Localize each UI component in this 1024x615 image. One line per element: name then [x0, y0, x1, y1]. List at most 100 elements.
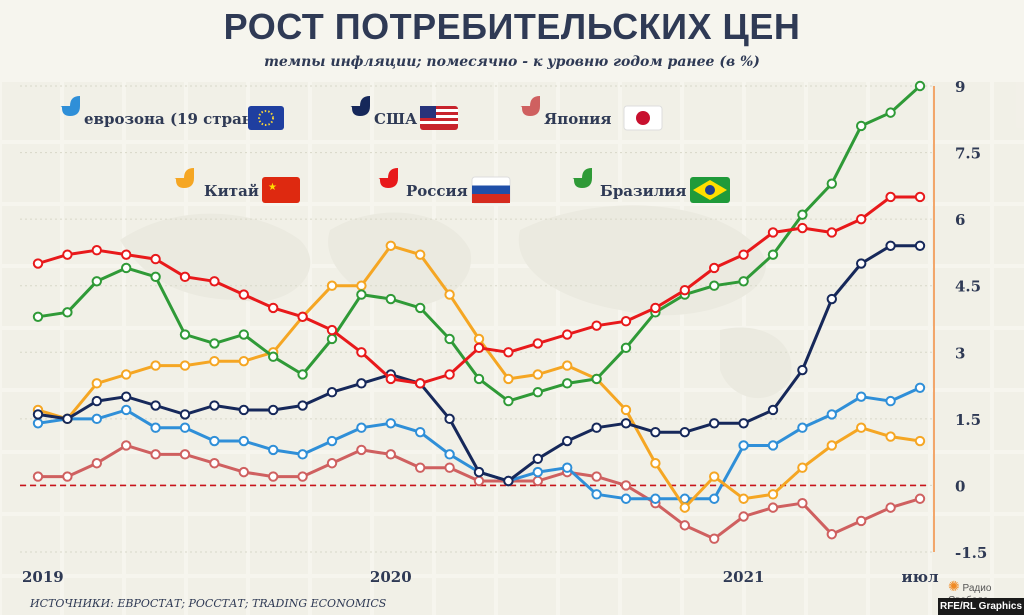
rferl-credit: RFE/RL Graphics — [938, 598, 1024, 615]
data-point — [709, 262, 720, 274]
legend-drop-icon-china — [174, 168, 194, 188]
data-point — [121, 391, 132, 402]
data-point — [297, 449, 308, 460]
data-point — [532, 475, 543, 487]
legend-drop-icon-eurozone — [60, 96, 80, 116]
data-point — [356, 289, 367, 300]
data-point — [326, 435, 338, 447]
data-point — [914, 240, 926, 251]
legend-item-usa: США — [350, 96, 458, 130]
y-tick-label: 4.5 — [955, 278, 981, 296]
data-point — [150, 271, 161, 283]
brazil-flag — [690, 177, 730, 203]
data-point — [179, 329, 191, 340]
data-point — [650, 302, 661, 314]
data-point — [826, 440, 837, 451]
data-point — [385, 240, 396, 251]
data-point — [62, 307, 73, 318]
y-tick-label: 6 — [955, 211, 965, 229]
data-point — [532, 466, 543, 478]
y-tick-label: 9 — [955, 78, 965, 96]
data-point — [415, 426, 426, 438]
data-point — [650, 426, 661, 438]
series-1 — [32, 240, 926, 487]
data-point — [767, 489, 779, 500]
data-point — [709, 418, 720, 429]
data-point — [268, 302, 279, 314]
data-point — [385, 449, 396, 460]
data-point — [856, 213, 867, 225]
data-point — [620, 480, 632, 491]
data-point — [562, 435, 573, 447]
data-point — [767, 227, 779, 238]
data-point — [767, 502, 779, 513]
data-point — [62, 413, 73, 425]
data-point — [91, 413, 103, 425]
data-point — [415, 302, 426, 314]
data-point — [209, 435, 220, 447]
legend-label-japan: Япония — [544, 110, 611, 128]
data-point — [444, 413, 455, 425]
legend-item-brazil: Бразилия — [572, 168, 730, 203]
x-tick-label: 2019 — [22, 568, 64, 586]
legend-label-brazil: Бразилия — [600, 182, 687, 200]
data-point — [415, 462, 426, 473]
data-point — [268, 404, 279, 416]
data-point — [473, 466, 485, 478]
y-tick-label: 3 — [955, 344, 965, 362]
data-point — [738, 418, 749, 429]
data-point — [121, 404, 132, 416]
data-point — [650, 458, 661, 469]
data-point — [32, 409, 44, 420]
data-point — [444, 369, 455, 380]
legend-drop-icon-russia — [378, 168, 398, 188]
data-point — [444, 449, 455, 460]
data-point — [268, 471, 279, 482]
data-point — [415, 249, 426, 260]
chart-subtitle: темпы инфляции; помесячно - к уровню год… — [264, 54, 760, 70]
data-point — [767, 404, 779, 416]
data-point — [326, 458, 338, 469]
data-point — [121, 369, 132, 380]
data-point — [62, 471, 73, 482]
data-point — [444, 289, 455, 300]
data-point — [179, 360, 191, 371]
x-tick-label: 2020 — [370, 568, 412, 586]
data-point — [356, 422, 367, 433]
data-point — [238, 289, 250, 300]
data-point — [503, 347, 514, 358]
data-point — [121, 440, 132, 451]
data-point — [591, 489, 602, 500]
x-axis-labels: 2019 2020 2021 июл — [22, 568, 939, 586]
data-point — [562, 378, 573, 389]
data-point — [738, 511, 749, 522]
russia-flag — [471, 176, 511, 204]
data-point — [826, 529, 837, 540]
x-tick-label: 2021 — [723, 568, 765, 586]
legend-item-china: Китай ★ — [174, 168, 300, 203]
data-point — [415, 378, 426, 389]
chart-title: РОСТ ПОТРЕБИТЕЛЬСКИХ ЦЕН — [223, 6, 801, 47]
data-point — [297, 400, 308, 411]
data-point — [914, 493, 926, 504]
legend-label-usa: США — [374, 110, 418, 128]
data-point — [473, 342, 485, 354]
data-point — [797, 462, 808, 473]
world-map-background — [2, 82, 1024, 615]
data-point — [532, 369, 543, 380]
legend: еврозона (19 стран) США Япония — [60, 96, 730, 204]
legend-label-china: Китай — [204, 182, 259, 200]
data-point — [738, 493, 749, 504]
svg-text:★: ★ — [268, 182, 277, 193]
data-point — [562, 360, 573, 371]
data-point — [709, 493, 720, 504]
legend-item-russia: Россия — [378, 168, 511, 204]
data-point — [767, 440, 779, 451]
data-point — [385, 373, 396, 385]
data-point — [709, 280, 720, 291]
data-point — [32, 418, 44, 429]
data-point — [679, 426, 690, 438]
data-point — [797, 422, 808, 433]
legend-drop-icon-brazil — [572, 168, 592, 188]
